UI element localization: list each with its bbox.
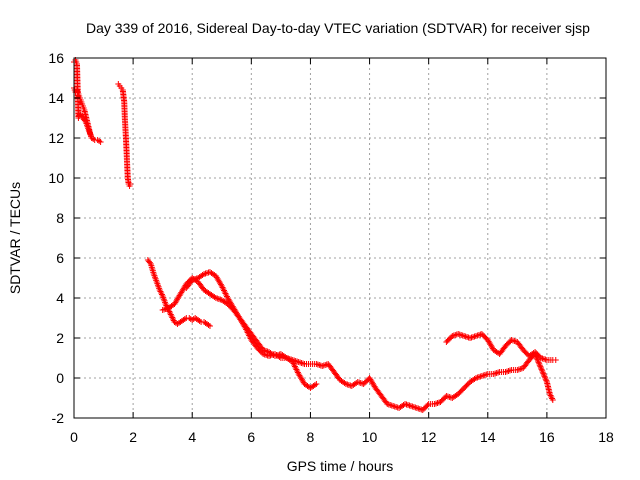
data-point (96, 138, 103, 144)
series-arc-g (443, 331, 559, 363)
y-tick-label: 14 (48, 90, 64, 106)
data-point (539, 367, 546, 374)
data-point (181, 316, 188, 322)
data-point (424, 402, 431, 409)
data-point (313, 381, 320, 387)
x-tick-label: 6 (247, 429, 255, 445)
data-point (539, 369, 546, 376)
x-tick-label: 12 (421, 429, 437, 445)
series-arc-a (71, 57, 104, 145)
x-tick-label: 8 (307, 429, 315, 445)
y-tick-label: 8 (56, 210, 64, 226)
x-tick-label: 18 (598, 429, 614, 445)
axis-ticks: 0 2 4 6 8 10 12 14 16 18 -2 0 2 4 6 8 10 12 14 16 (48, 50, 614, 445)
y-tick-label: 16 (48, 50, 64, 66)
x-tick-label: 10 (362, 429, 378, 445)
data-point (127, 181, 134, 187)
data-point (536, 362, 543, 369)
data-point (537, 365, 544, 371)
data-point (205, 322, 212, 328)
data-point (537, 363, 544, 370)
data-point (535, 358, 542, 364)
data-point (549, 397, 556, 403)
data-point (206, 323, 213, 329)
data-point (196, 318, 203, 324)
data-point (88, 135, 95, 141)
data-point (311, 382, 318, 388)
data-point (535, 359, 542, 366)
data-point (540, 370, 547, 377)
x-tick-label: 2 (129, 429, 137, 445)
data-point (536, 360, 543, 367)
series-arc-e (159, 275, 320, 391)
y-tick-label: 0 (56, 370, 64, 386)
y-tick-label: 4 (56, 290, 64, 306)
series-arc-f (183, 269, 556, 413)
grid-lines (74, 58, 606, 418)
y-tick-label: 2 (56, 330, 64, 346)
data-point (542, 376, 549, 383)
data-point (146, 259, 153, 266)
y-tick-label: 10 (48, 170, 64, 186)
series-arc-b (71, 85, 95, 141)
plot-frame (73, 57, 607, 419)
data-point (540, 372, 547, 378)
chart-title: Day 339 of 2016, Sidereal Day-to-day VTE… (86, 20, 590, 36)
x-tick-label: 16 (539, 429, 555, 445)
x-tick-label: 0 (70, 429, 78, 445)
series-arc-d (144, 257, 213, 329)
data-point (542, 374, 549, 381)
x-tick-label: 14 (480, 429, 496, 445)
y-tick-label: -2 (52, 410, 65, 426)
data-point (552, 357, 559, 363)
y-tick-label: 12 (48, 130, 64, 146)
x-tick-label: 4 (188, 429, 196, 445)
data-series (71, 57, 559, 413)
y-tick-label: 6 (56, 250, 64, 266)
y-axis-label: SDTVAR / TECUs (7, 182, 23, 294)
data-point (97, 139, 104, 145)
data-point (543, 377, 550, 384)
series-arc-c (115, 81, 134, 189)
data-point (541, 373, 548, 380)
data-point (538, 366, 545, 373)
x-axis-label: GPS time / hours (287, 458, 394, 474)
